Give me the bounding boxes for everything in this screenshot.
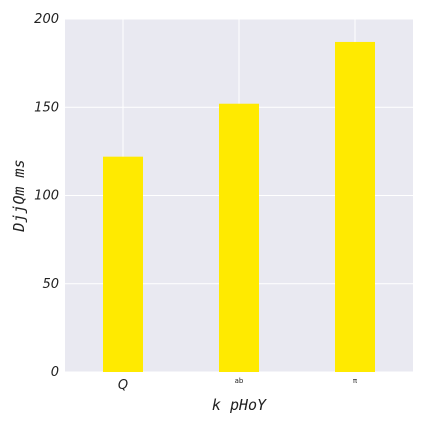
y-tick-label: 100 bbox=[34, 189, 59, 204]
y-axis-tick-labels: 0 50 100 150 200 bbox=[34, 12, 59, 380]
y-axis-label: DjjQm ms bbox=[10, 159, 28, 232]
y-tick-label: 150 bbox=[34, 100, 59, 115]
x-tick-label: Q bbox=[118, 378, 128, 393]
bar bbox=[103, 156, 143, 372]
bar bbox=[219, 103, 259, 372]
y-tick-label: 200 bbox=[34, 12, 59, 27]
x-axis-label: k pHoY bbox=[212, 396, 267, 414]
x-tick-label: π bbox=[353, 377, 358, 385]
bar bbox=[335, 41, 375, 372]
y-tick-label: 50 bbox=[42, 277, 59, 292]
x-tick-label: ab bbox=[235, 377, 244, 385]
bars bbox=[103, 41, 375, 372]
y-tick-label: 0 bbox=[51, 365, 59, 380]
